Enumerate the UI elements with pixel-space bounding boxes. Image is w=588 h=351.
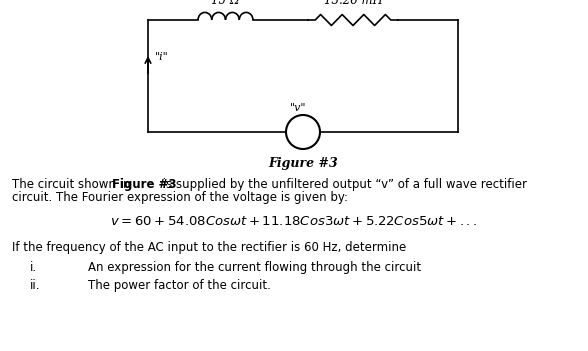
Text: If the frequency of the AC input to the rectifier is 60 Hz, determine: If the frequency of the AC input to the … — [12, 241, 406, 254]
Text: circuit. The Fourier expression of the voltage is given by:: circuit. The Fourier expression of the v… — [12, 191, 348, 204]
Text: is supplied by the unfiltered output “v” of a full wave rectifier: is supplied by the unfiltered output “v”… — [159, 178, 527, 191]
Text: The power factor of the circuit.: The power factor of the circuit. — [88, 279, 271, 292]
Text: Figure #3: Figure #3 — [268, 157, 338, 170]
Text: i.: i. — [30, 261, 37, 274]
Text: Figure #3: Figure #3 — [112, 178, 177, 191]
Text: 15 Ω: 15 Ω — [211, 0, 240, 7]
Text: ii.: ii. — [30, 279, 41, 292]
Text: "v": "v" — [290, 103, 306, 113]
Text: The circuit shown in: The circuit shown in — [12, 178, 134, 191]
Text: 13.26 mH: 13.26 mH — [323, 0, 382, 7]
Text: "i": "i" — [155, 52, 169, 62]
Text: An expression for the current flowing through the circuit: An expression for the current flowing th… — [88, 261, 421, 274]
Text: $v = 60 + 54.08Cos\omega t + 11.18Cos3\omega t + 5.22Cos5\omega t+...$: $v = 60 + 54.08Cos\omega t + 11.18Cos3\o… — [111, 215, 477, 228]
